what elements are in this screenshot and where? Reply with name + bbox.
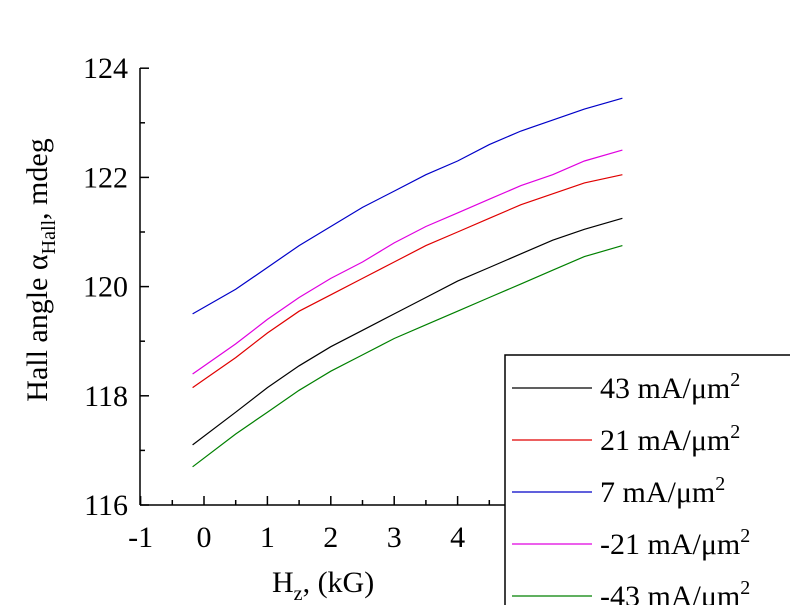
y-tick-label: 120	[83, 271, 128, 304]
y-tick-label: 118	[84, 380, 128, 413]
series-line-5	[192, 245, 623, 468]
series-line-2	[192, 174, 623, 389]
y-tick-label: 122	[83, 161, 128, 194]
legend-label-3: 7 mA/μm2	[600, 473, 725, 509]
x-tick-label: 2	[323, 521, 338, 554]
series-line-1	[192, 217, 623, 446]
x-tick-label: 4	[450, 521, 465, 554]
y-tick-label: 124	[83, 52, 128, 85]
series-line-4	[192, 149, 623, 375]
legend-label-1: 43 mA/μm2	[600, 369, 740, 405]
x-tick-label: 1	[260, 521, 275, 554]
x-tick-label: 0	[197, 521, 212, 554]
legend: 43 mA/μm2 21 mA/μm2 7 mA/μm2 -21 mA/μm2 -43 …	[504, 354, 790, 605]
x-tick-label: 3	[387, 521, 402, 554]
x-tick-label: -1	[128, 521, 153, 554]
plot-area: 116 118 120 122 124 -1 0 1 2 3 4	[83, 52, 790, 554]
series-line-3	[192, 97, 623, 315]
y-tick-label: 116	[84, 489, 128, 522]
legend-label-4: -21 mA/μm2	[600, 525, 750, 561]
legend-box	[504, 354, 790, 605]
legend-label-5: -43 mA/μm2	[600, 577, 750, 605]
legend-label-2: 21 mA/μm2	[600, 421, 740, 457]
x-axis-title: Hz, (kG)	[272, 566, 374, 605]
y-axis-title: Hall angle αHall, mdeg	[21, 138, 60, 401]
